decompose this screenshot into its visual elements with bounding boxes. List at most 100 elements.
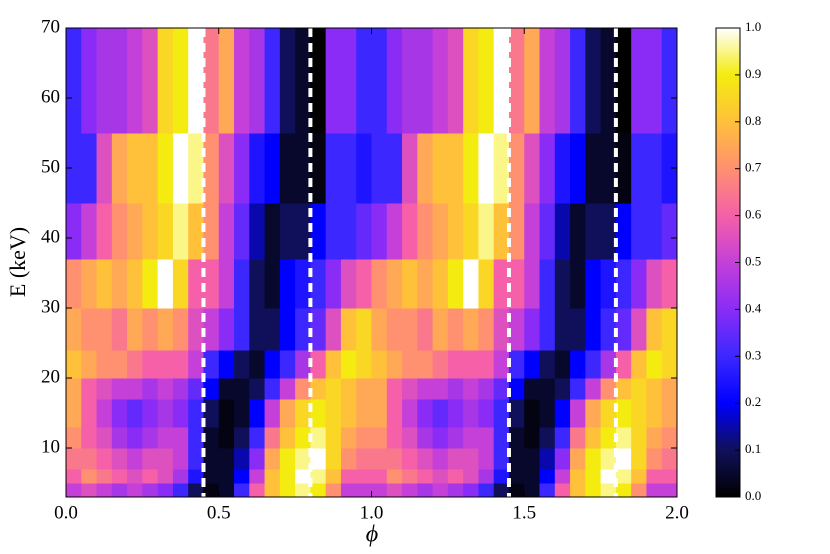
- heatmap-cell: [539, 133, 556, 204]
- heatmap-cell: [203, 483, 220, 498]
- heatmap-cell: [478, 378, 495, 400]
- heatmap-cell: [96, 427, 113, 449]
- heatmap-cell: [524, 350, 541, 379]
- heatmap-cell: [356, 399, 372, 428]
- heatmap-cell: [417, 28, 434, 134]
- heatmap-cell: [188, 469, 204, 484]
- heatmap-cell: [585, 133, 602, 204]
- heatmap-cell: [310, 399, 327, 428]
- heatmap-cell: [111, 448, 128, 470]
- heatmap-cell: [188, 259, 204, 309]
- heatmap-cell: [111, 378, 128, 400]
- heatmap-cell: [127, 378, 143, 400]
- heatmap-cell: [570, 259, 586, 309]
- heatmap-cell: [631, 28, 647, 134]
- heatmap-cell: [188, 399, 204, 428]
- heatmap-cell: [524, 133, 541, 204]
- colorbar-tick-label: 1.0: [745, 19, 761, 34]
- heatmap-cell: [340, 203, 357, 260]
- heatmap-cell: [218, 378, 235, 400]
- heatmap-cell: [600, 133, 617, 204]
- heatmap-cell: [554, 469, 571, 484]
- heatmap-cell: [66, 427, 82, 449]
- heatmap-cell: [142, 203, 159, 260]
- heatmap-cell: [264, 308, 281, 351]
- heatmap-cell: [447, 350, 464, 379]
- heatmap-cell: [508, 399, 525, 428]
- heatmap-cell: [585, 259, 602, 309]
- heatmap-cell: [585, 469, 602, 484]
- heatmap-cell: [142, 133, 159, 204]
- heatmap-cell: [631, 483, 647, 498]
- heatmap-cell: [203, 308, 220, 351]
- heatmap-cell: [111, 350, 128, 379]
- heatmap-cell: [310, 259, 327, 309]
- heatmap-cell: [66, 203, 82, 260]
- heatmap-cell: [234, 308, 250, 351]
- heatmap-cell: [157, 308, 174, 351]
- heatmap-cell: [615, 350, 632, 379]
- heatmap-cell: [203, 399, 220, 428]
- heatmap-cell: [631, 259, 647, 309]
- heatmap-cell: [127, 203, 143, 260]
- heatmap-cell: [570, 308, 586, 351]
- heatmap-cell: [402, 399, 418, 428]
- heatmap-cell: [417, 350, 434, 379]
- heatmap-cell: [310, 28, 327, 134]
- heatmap-cell: [340, 28, 357, 134]
- heatmap-cell: [539, 259, 556, 309]
- heatmap-cell: [432, 259, 449, 309]
- heatmap-cell: [157, 448, 174, 470]
- heatmap-cell: [157, 378, 174, 400]
- heatmap-cell: [570, 28, 586, 134]
- heatmap-cell: [81, 350, 98, 379]
- heatmap-cell: [188, 427, 204, 449]
- heatmap-cell: [172, 28, 189, 134]
- heatmap-cell: [570, 133, 586, 204]
- heatmap-cell: [188, 483, 204, 498]
- heatmap-cell: [264, 469, 281, 484]
- heatmap-cell: [493, 308, 510, 351]
- heatmap-cell: [646, 469, 663, 484]
- heatmap-cell: [508, 378, 525, 400]
- heatmap-cell: [661, 378, 678, 400]
- heatmap-cell: [478, 427, 495, 449]
- heatmap-cell: [279, 203, 296, 260]
- heatmap-cell: [234, 469, 250, 484]
- heatmap-cell: [631, 448, 647, 470]
- heatmap-cell: [646, 259, 663, 309]
- heatmap-cell: [310, 469, 327, 484]
- heatmap-cell: [96, 483, 113, 498]
- heatmap-cell: [386, 378, 403, 400]
- y-tick-label: 60: [41, 86, 60, 107]
- heatmap-cell: [157, 259, 174, 309]
- heatmap-cell: [340, 399, 357, 428]
- heatmap-cell: [157, 203, 174, 260]
- heatmap-cell: [295, 483, 311, 498]
- heatmap-cell: [172, 133, 189, 204]
- heatmap-cell: [570, 427, 586, 449]
- heatmap-cell: [234, 259, 250, 309]
- x-tick-label: 1.5: [512, 502, 536, 523]
- heatmap-cell: [310, 308, 327, 351]
- heatmap-cell: [463, 203, 479, 260]
- heatmap-cell: [570, 483, 586, 498]
- heatmap-cell: [127, 308, 143, 351]
- heatmap-cell: [508, 448, 525, 470]
- heatmap-cell: [508, 469, 525, 484]
- heatmap-cell: [340, 350, 357, 379]
- heatmap-cell: [81, 469, 98, 484]
- heatmap-cell: [340, 448, 357, 470]
- heatmap-cell: [371, 399, 388, 428]
- heatmap-cell: [524, 469, 541, 484]
- heatmap-cell: [127, 399, 143, 428]
- heatmap-cell: [402, 203, 418, 260]
- heatmap-cell: [111, 133, 128, 204]
- heatmap-cell: [554, 399, 571, 428]
- heatmap-cell: [203, 28, 220, 134]
- heatmap-cell: [279, 427, 296, 449]
- heatmap-cell: [142, 350, 159, 379]
- heatmap-cell: [356, 427, 372, 449]
- heatmap-cell: [600, 427, 617, 449]
- heatmap-cell: [539, 399, 556, 428]
